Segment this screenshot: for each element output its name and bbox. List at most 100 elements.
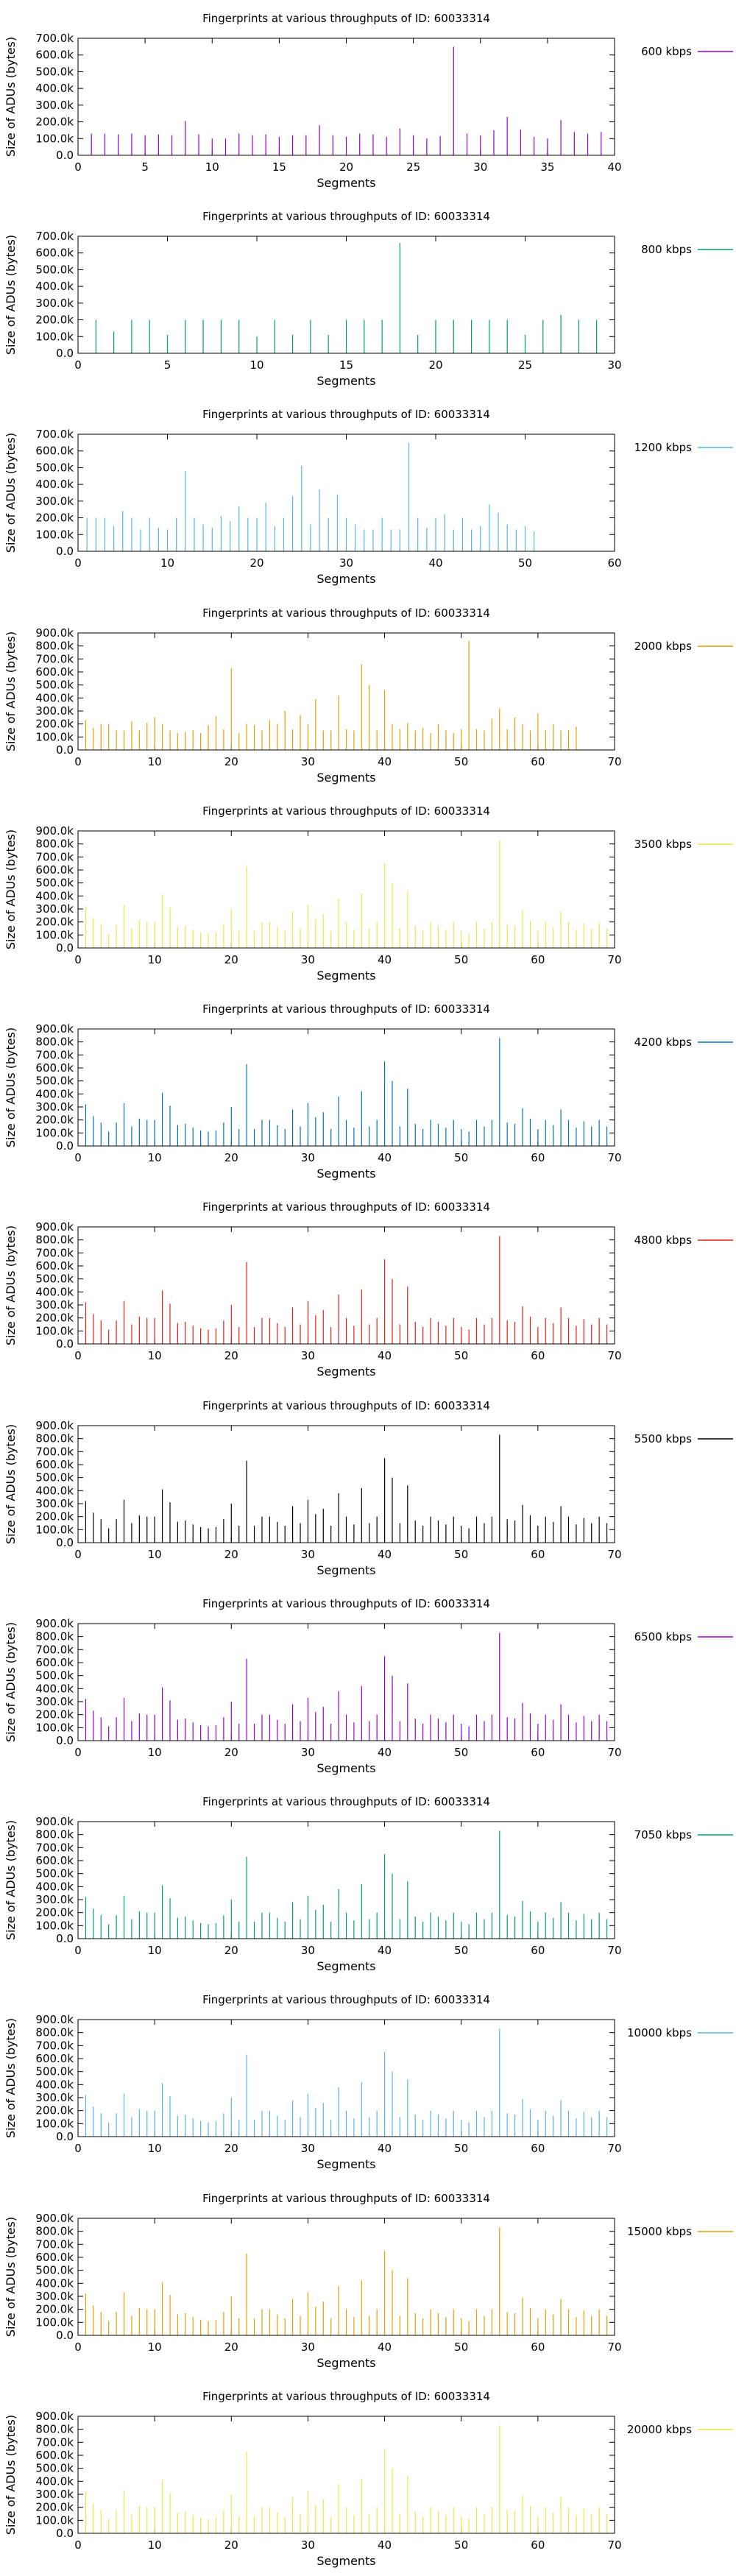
chart-panel: Fingerprints at various throughputs of I…: [4, 12, 733, 190]
y-tick-label: 800.0k: [35, 1036, 74, 1049]
x-tick-label: 60: [531, 755, 545, 768]
chart-title: Fingerprints at various throughputs of I…: [202, 1597, 490, 1610]
x-tick-label: 50: [454, 1548, 468, 1561]
x-axis-label: Segments: [316, 969, 375, 983]
y-tick-label: 600.0k: [35, 445, 74, 458]
x-tick-label: 60: [531, 2142, 545, 2155]
legend-label: 5500 kbps: [634, 1432, 693, 1446]
y-tick-label: 600.0k: [35, 1458, 74, 1471]
y-tick-label: 800.0k: [35, 2026, 74, 2039]
y-tick-label: 500.0k: [35, 1867, 74, 1880]
x-tick-label: 60: [531, 1944, 545, 1957]
y-tick-label: 100.0k: [35, 2315, 74, 2329]
x-tick-label: 60: [531, 1349, 545, 1362]
chart-panel: Fingerprints at various throughputs of I…: [4, 2192, 733, 2370]
x-tick-label: 50: [454, 755, 468, 768]
y-tick-label: 500.0k: [35, 1471, 74, 1484]
x-tick-label: 40: [378, 2142, 392, 2155]
x-axis-label: Segments: [316, 2554, 375, 2568]
x-tick-label: 20: [250, 556, 263, 570]
x-tick-label: 60: [531, 1746, 545, 1759]
chart-panel: Fingerprints at various throughputs of I…: [4, 1002, 733, 1181]
plot-frame: [77, 1226, 615, 1345]
x-tick-label: 30: [301, 953, 315, 966]
y-tick-label: 400.0k: [35, 691, 74, 704]
legend-label: 6500 kbps: [634, 1630, 693, 1643]
y-tick-label: 100.0k: [35, 528, 74, 542]
y-tick-label: 100.0k: [35, 330, 74, 343]
y-tick-label: 0.0: [56, 1139, 74, 1153]
y-tick-label: 900.0k: [35, 824, 74, 838]
y-tick-label: 500.0k: [35, 2461, 74, 2474]
x-tick-label: 15: [339, 358, 353, 372]
y-tick-label: 300.0k: [35, 1497, 74, 1510]
chart-panel: Fingerprints at various throughputs of I…: [4, 1795, 733, 1973]
chart-panel: Fingerprints at various throughputs of I…: [4, 1597, 733, 1775]
chart-panel: Fingerprints at various throughputs of I…: [4, 2390, 733, 2568]
y-tick-label: 700.0k: [35, 32, 74, 45]
x-tick-label: 70: [607, 755, 621, 768]
x-tick-label: 50: [518, 556, 532, 570]
chart-panel: Fingerprints at various throughputs of I…: [4, 1200, 733, 1379]
x-tick-label: 30: [339, 556, 353, 570]
y-tick-label: 400.0k: [35, 2276, 74, 2290]
y-tick-label: 800.0k: [35, 2422, 74, 2435]
y-tick-label: 500.0k: [35, 2065, 74, 2078]
x-tick-label: 40: [378, 1746, 392, 1759]
x-tick-label: 70: [607, 953, 621, 966]
x-tick-label: 50: [454, 1944, 468, 1957]
x-tick-label: 0: [74, 160, 82, 174]
x-tick-label: 70: [607, 2340, 621, 2354]
chart-title: Fingerprints at various throughputs of I…: [202, 1200, 490, 1214]
x-axis-label: Segments: [316, 1563, 375, 1577]
y-tick-label: 100.0k: [35, 1126, 74, 1139]
x-axis-label: Segments: [316, 374, 375, 388]
plot-frame: [77, 2218, 615, 2336]
x-tick-label: 0: [74, 1548, 82, 1561]
x-axis-label: Segments: [316, 2157, 375, 2171]
x-axis-label: Segments: [316, 1761, 375, 1775]
y-tick-label: 400.0k: [35, 1286, 74, 1299]
y-tick-label: 600.0k: [35, 1656, 74, 1669]
legend-label: 600 kbps: [641, 45, 692, 58]
y-tick-label: 300.0k: [35, 297, 74, 310]
x-tick-label: 30: [473, 160, 487, 174]
y-tick-label: 300.0k: [35, 2290, 74, 2303]
y-tick-label: 800.0k: [35, 1828, 74, 1841]
x-tick-label: 60: [607, 556, 621, 570]
x-tick-label: 5: [164, 358, 171, 372]
y-tick-label: 900.0k: [35, 626, 74, 640]
y-tick-label: 900.0k: [35, 1419, 74, 1432]
chart-panel: Fingerprints at various throughputs of I…: [4, 606, 733, 785]
x-tick-label: 20: [224, 1548, 238, 1561]
y-tick-label: 100.0k: [35, 2513, 74, 2527]
y-tick-label: 300.0k: [35, 902, 74, 916]
y-tick-label: 500.0k: [35, 1273, 74, 1286]
chart-panel: Fingerprints at various throughputs of I…: [4, 1399, 733, 1577]
y-tick-label: 500.0k: [35, 1669, 74, 1682]
x-tick-label: 30: [607, 358, 621, 372]
x-tick-label: 60: [531, 2340, 545, 2354]
y-tick-label: 300.0k: [35, 99, 74, 112]
x-tick-label: 50: [454, 2340, 468, 2354]
x-tick-label: 0: [74, 1349, 82, 1362]
x-tick-label: 10: [148, 2538, 162, 2552]
x-tick-label: 10: [148, 1548, 162, 1561]
y-tick-label: 0.0: [56, 1536, 74, 1549]
x-tick-label: 35: [540, 160, 554, 174]
x-tick-label: 60: [531, 2538, 545, 2552]
y-axis-label: Size of ADUs (bytes): [4, 1423, 18, 1543]
y-axis-label: Size of ADUs (bytes): [4, 1622, 18, 1742]
y-axis-label: Size of ADUs (bytes): [4, 235, 18, 355]
y-tick-label: 700.0k: [35, 2435, 74, 2449]
y-tick-label: 500.0k: [35, 877, 74, 890]
y-tick-label: 200.0k: [35, 1906, 74, 1919]
y-tick-label: 700.0k: [35, 1841, 74, 1854]
y-tick-label: 900.0k: [35, 1022, 74, 1036]
y-axis-label: Size of ADUs (bytes): [4, 37, 18, 157]
chart-title: Fingerprints at various throughputs of I…: [202, 606, 490, 620]
x-tick-label: 30: [301, 1151, 315, 1164]
x-tick-label: 40: [607, 160, 621, 174]
plot-frame: [77, 38, 615, 156]
chart-title: Fingerprints at various throughputs of I…: [202, 1002, 490, 1016]
